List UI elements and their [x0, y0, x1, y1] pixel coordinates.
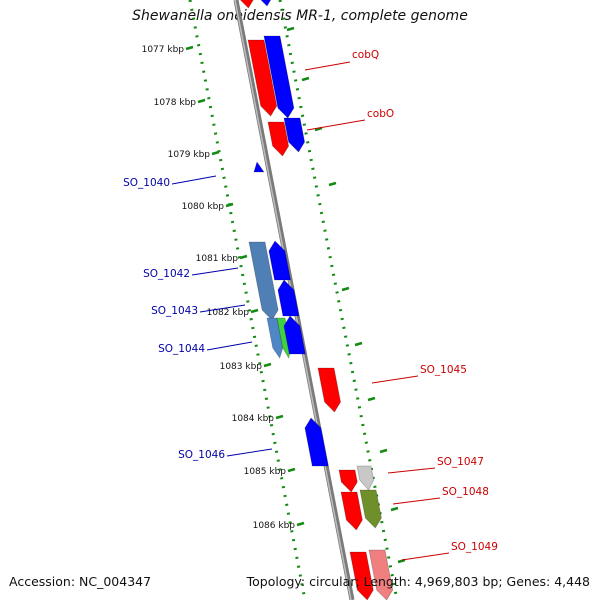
tick-mark	[275, 414, 284, 420]
label-leader-line	[304, 61, 351, 71]
gene-SO_1049	[368, 549, 394, 600]
label-leader-line	[171, 175, 217, 185]
gene-SO_1040	[253, 161, 265, 173]
gene-label: SO_1049	[451, 541, 498, 553]
gene-cobQ	[247, 39, 278, 117]
tick-label: 1086 kbp	[253, 521, 296, 531]
label-leader-line	[387, 467, 436, 474]
tick-label: 1080 kbp	[182, 202, 225, 212]
accession-text: Accession: NC_004347	[9, 574, 152, 589]
gene-label: SO_1044	[158, 343, 205, 355]
tick-label: 1084 kbp	[232, 414, 275, 424]
tick-label: 1083 kbp	[220, 362, 263, 372]
gene-top-blue	[260, 0, 272, 7]
tick-mark	[367, 396, 376, 402]
gene-label: cobO	[367, 108, 394, 120]
gene-SO_1044	[283, 315, 306, 355]
gene-SO_1044-a	[266, 317, 284, 359]
tick-mark	[341, 286, 350, 292]
tick-mark	[225, 202, 234, 208]
tick-mark	[286, 26, 295, 32]
gene-SO_1045	[317, 367, 341, 413]
gene-SO_1043	[277, 279, 300, 317]
tick-label: 1085 kbp	[244, 467, 287, 477]
gene-SO_1048	[359, 489, 382, 529]
gene-top-red	[239, 0, 254, 9]
gene-SO_1047-grey	[356, 465, 375, 491]
gene-label: SO_1040	[123, 177, 170, 189]
gene-label: SO_1043	[151, 305, 198, 317]
label-leader-line	[401, 552, 450, 561]
tick-label: 1081 kbp	[196, 254, 239, 264]
tick-mark	[328, 181, 337, 187]
tick-label: 1078 kbp	[154, 98, 197, 108]
tick-mark	[390, 506, 399, 512]
tick-mark	[287, 467, 296, 473]
tick-mark	[314, 126, 323, 132]
tick-mark	[263, 362, 272, 368]
tick-mark	[379, 448, 388, 454]
tick-mark	[239, 254, 248, 260]
gene-SO_1049-a	[349, 551, 374, 600]
tick-mark	[211, 150, 220, 156]
label-leader-line	[191, 267, 239, 276]
map-title: Shewanella oneidensis MR-1, complete gen…	[132, 8, 468, 24]
gene-SO_1046	[304, 417, 329, 467]
gene-label: SO_1042	[143, 268, 190, 280]
label-leader-line	[306, 119, 366, 131]
label-leader-line	[371, 375, 419, 384]
gene-SO_1042	[248, 241, 279, 321]
gene-label: SO_1048	[442, 486, 489, 498]
genome-summary-text: Topology: circular; Length: 4,969,803 bp…	[246, 574, 590, 589]
gene-SO_1047	[338, 469, 358, 493]
gene-cobO	[267, 121, 290, 157]
label-leader-line	[199, 304, 246, 313]
tick-label: 1079 kbp	[168, 150, 211, 160]
tick-mark	[354, 341, 363, 347]
gene-label: SO_1045	[420, 364, 467, 376]
gene-cobO-reverse	[283, 117, 306, 153]
tick-mark	[197, 98, 206, 104]
tick-mark	[250, 308, 259, 314]
gene-label: cobQ	[352, 49, 379, 61]
tick-mark	[185, 45, 194, 51]
gene-label: SO_1047	[437, 456, 484, 468]
gene-SO_1042-b	[268, 240, 292, 281]
tick-mark	[397, 558, 406, 564]
tick-mark	[296, 521, 305, 527]
gene-SO_1048-a	[340, 491, 363, 531]
label-leader-line	[206, 341, 253, 351]
gene-cobQ-reverse	[263, 35, 295, 119]
tick-mark	[301, 76, 310, 82]
label-leader-line	[226, 448, 273, 457]
tick-label: 1082 kbp	[207, 308, 250, 318]
label-leader-line	[392, 497, 441, 505]
gene-label: SO_1046	[178, 449, 225, 461]
tick-label: 1077 kbp	[142, 45, 185, 55]
